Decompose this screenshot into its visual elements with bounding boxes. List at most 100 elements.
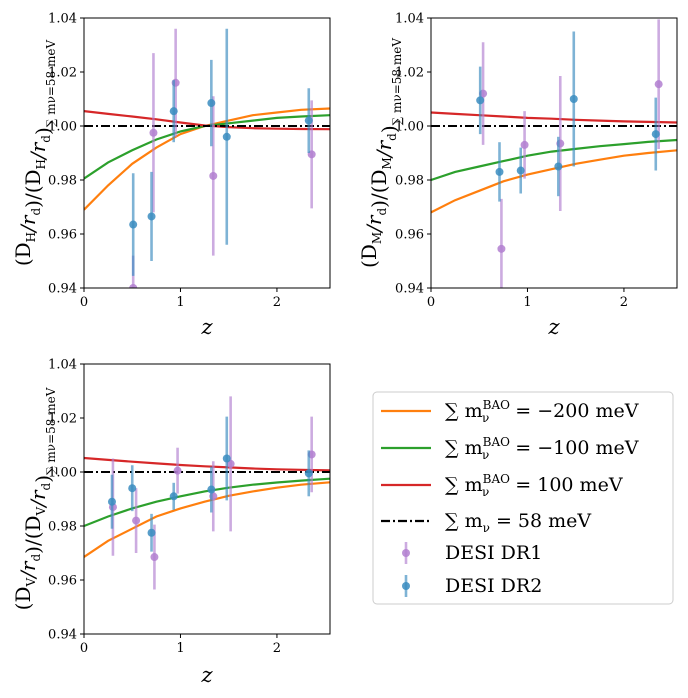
legend-sum-symbol: ∑ m	[445, 510, 483, 532]
y-label-part: /r	[16, 560, 40, 580]
legend-label-dr1: DESI DR1	[445, 542, 542, 564]
x-axis-label: z	[200, 315, 213, 339]
panel-dv: 0.940.960.981.001.021.040 1 2z(DV/rd)/(DV/…	[11, 358, 331, 687]
y-label-part: /r	[26, 489, 50, 509]
legend-superscript: BAO	[483, 435, 510, 449]
y-label-subscript: ∑ mν=58 meV	[390, 38, 404, 126]
y-label-subscript: M	[370, 232, 384, 244]
y-label-part: )	[31, 127, 55, 135]
y-label-subscript: d	[29, 208, 43, 216]
x-tick-label: 0	[80, 641, 88, 656]
y-label-part: )/(D	[367, 169, 391, 207]
legend-frame	[372, 391, 674, 605]
legend-label-black: ∑ mν = 58 meV	[445, 510, 591, 535]
curve-green	[84, 477, 330, 528]
dr1-point	[132, 516, 141, 525]
y-label-part: (D	[11, 587, 35, 611]
dr2-point	[554, 162, 563, 171]
dr1-point	[209, 171, 218, 180]
panel-dh: 0.940.960.981.001.021.040 1 2z(DH/rd)/(DH/…	[11, 12, 331, 339]
dr1-point	[129, 284, 138, 288]
dr1-point	[173, 466, 182, 475]
y-tick-label: 1.04	[395, 12, 424, 27]
plot-area	[431, 19, 677, 288]
y-tick-label: 0.98	[48, 174, 77, 189]
x-tick-label: 2	[620, 295, 628, 310]
legend-sum-symbol: ∑ m	[445, 400, 483, 422]
y-tick-label: 1.00	[48, 466, 77, 481]
legend-dr1-marker	[402, 549, 410, 557]
legend-sum-symbol: ∑ m	[445, 437, 483, 459]
dr2-point	[128, 484, 137, 493]
y-tick-label: 0.96	[395, 228, 424, 243]
y-label-subscript: ∑ mν=58 meV	[44, 387, 58, 475]
x-axis-label: z	[547, 315, 560, 339]
y-label-subscript: V	[34, 506, 48, 516]
curve-green	[431, 138, 677, 182]
dr2-point	[207, 485, 216, 494]
y-label-part: /r	[372, 139, 396, 159]
dr2-point	[147, 528, 156, 537]
y-label-subscript: d	[39, 482, 53, 490]
legend-value: = −200 meV	[509, 400, 638, 422]
legend-label-orange: ∑ mBAO ν = −200 meV	[445, 398, 639, 425]
dr1-point	[497, 244, 506, 253]
y-tick-label: 1.00	[395, 120, 424, 135]
legend-subscript: ν	[483, 521, 490, 535]
dr2-point	[222, 132, 231, 141]
y-label-part: /r	[362, 214, 386, 234]
y-label-part: /r	[26, 141, 50, 161]
dr2-point	[207, 99, 216, 108]
y-tick-label: 0.94	[48, 282, 77, 297]
y-tick-label: 0.96	[48, 228, 77, 243]
y-tick-label: 0.96	[48, 574, 77, 589]
y-axis-label: (DH/rd)/(DH/rd)∑ mν=58 meV	[11, 40, 58, 267]
axes-frame	[83, 363, 331, 635]
y-tick-label: 1.02	[48, 66, 77, 81]
legend-value: = 100 meV	[509, 474, 623, 496]
dr2-point	[304, 116, 313, 125]
x-tick-label: 1	[523, 295, 531, 310]
y-tick-label: 1.00	[48, 120, 77, 135]
dr2-point	[222, 454, 231, 463]
y-tick-label: 1.04	[48, 358, 77, 373]
dr2-point	[304, 469, 313, 478]
dr2-point	[495, 167, 504, 176]
axes-frame	[83, 17, 331, 289]
y-label-subscript: ∑ mν=58 meV	[44, 40, 58, 128]
x-tick-label: 2	[273, 295, 281, 310]
curve-orange	[84, 481, 330, 558]
y-tick-label: 1.04	[48, 12, 77, 27]
legend-label-red: ∑ mBAO ν = 100 meV	[445, 472, 623, 499]
y-label-subscript: V	[24, 578, 38, 588]
curve-red	[431, 111, 677, 124]
x-tick-label: 2	[273, 641, 281, 656]
dr1-point	[150, 553, 159, 562]
plot-area	[84, 396, 330, 590]
panel-dm: 0.940.960.981.001.021.040 1 2z(DM/rd)/(DM/…	[357, 12, 678, 339]
dr2-point	[129, 220, 138, 229]
curve-red	[84, 456, 330, 472]
dr2-point	[107, 497, 116, 506]
y-axis-label: (DV/rd)/(DV/rd)∑ mν=58 meV	[11, 387, 58, 610]
legend-superscript: BAO	[483, 472, 510, 486]
y-tick-label: 0.94	[48, 628, 77, 643]
dr1-point	[520, 140, 529, 149]
y-label-subscript: d	[29, 554, 43, 562]
y-label-part: /r	[16, 214, 40, 234]
y-tick-label: 0.98	[395, 174, 424, 189]
x-tick-label: 1	[176, 641, 184, 656]
y-axis-label: (DM/rd)/(DM/rd)∑ mν=58 meV	[357, 38, 404, 268]
y-label-part: (D	[357, 244, 381, 268]
y-label-part: )	[377, 125, 401, 133]
x-tick-label: 1	[176, 295, 184, 310]
curve-orange	[84, 107, 330, 211]
y-label-subscript: d	[375, 208, 389, 216]
y-label-subscript: H	[24, 232, 38, 242]
legend-superscript: BAO	[483, 398, 510, 412]
dr1-point	[654, 80, 663, 89]
y-tick-label: 1.02	[395, 66, 424, 81]
legend-value: = 58 meV	[490, 510, 591, 532]
dr2-point	[516, 166, 525, 175]
